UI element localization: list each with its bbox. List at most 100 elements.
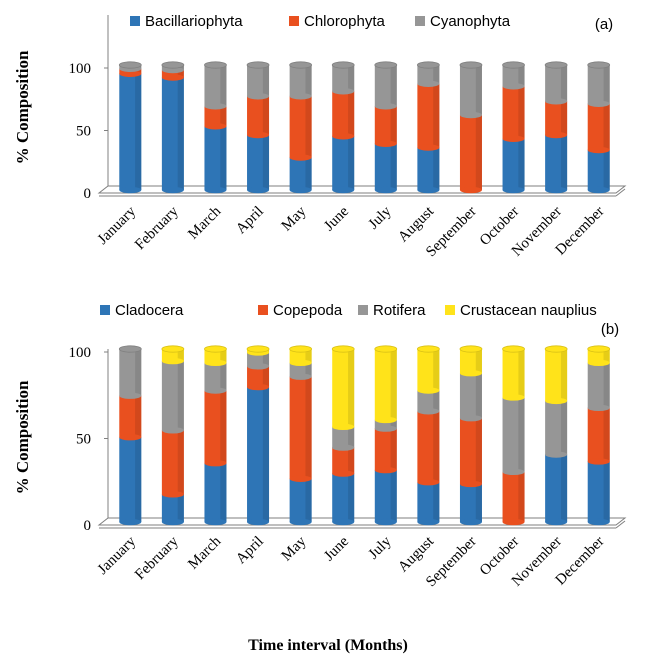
y-tick-label: 100 — [69, 345, 92, 361]
bar-shade — [262, 366, 270, 388]
bar-shade — [603, 65, 610, 104]
bar-segment-cyanophyta — [374, 65, 397, 107]
bar-top-cap — [544, 345, 568, 353]
bar-shade — [433, 83, 440, 148]
bar-top-cap — [246, 345, 270, 353]
bar-segment-cyanophyta — [587, 65, 610, 104]
bar-segment-copepoda — [374, 428, 397, 471]
bar-stack-june — [331, 61, 355, 194]
bar-segment-bacillariophyta — [545, 135, 568, 190]
bar-base-cap — [332, 444, 355, 451]
bar-shade — [305, 478, 312, 522]
bar-shade — [135, 73, 142, 190]
bar-base-cap — [374, 518, 397, 526]
x-tick-label: May — [279, 203, 310, 234]
bar-base-cap — [587, 518, 610, 526]
bar-segment-crustacean-nauplius — [502, 349, 525, 398]
bar-base-cap — [417, 186, 440, 194]
bar-base-cap — [119, 392, 142, 399]
bar-base-cap — [161, 427, 184, 434]
bar-base-cap — [204, 518, 227, 526]
legend-swatch — [445, 305, 455, 315]
bar-stack-may — [289, 61, 313, 194]
panel-tag: (a) — [595, 16, 613, 33]
bar-shade — [603, 362, 610, 408]
bar-segment-cyanophyta — [247, 65, 270, 97]
bar-base-cap — [459, 518, 482, 526]
y-tick-label: 50 — [76, 432, 91, 448]
bar-base-cap — [587, 458, 610, 465]
x-tick-label: July — [366, 203, 395, 232]
bar-shade — [262, 65, 270, 97]
bar-segment-bacillariophyta — [161, 77, 184, 190]
bar-segment-crustacean-nauplius — [204, 349, 227, 363]
bar-top-cap — [459, 61, 483, 69]
bar-base-cap — [332, 186, 355, 194]
legend-swatch — [100, 305, 110, 315]
bar-segment-bacillariophyta — [289, 157, 312, 190]
bar-base-cap — [417, 408, 440, 415]
x-tick-label: June — [321, 203, 352, 234]
bar-shade — [135, 437, 142, 522]
bar-segment-bacillariophyta — [119, 73, 142, 190]
bar-shade — [390, 419, 397, 429]
bar-segment-rotifera — [459, 373, 482, 419]
bar-segment-bacillariophyta — [204, 126, 227, 190]
bar-base-cap — [545, 451, 568, 458]
bar-base-cap — [247, 131, 270, 139]
bar-segment-copepoda — [417, 411, 440, 483]
y-axis-label: % Composition — [13, 50, 32, 164]
bar-stack-may — [289, 345, 313, 526]
bar-base-cap — [459, 186, 482, 194]
bar-top-cap — [459, 345, 483, 353]
bar-base-cap — [161, 491, 184, 498]
bar-shade — [305, 96, 312, 158]
bar-base-cap — [289, 93, 312, 100]
bar-shade — [433, 349, 440, 391]
bar-segment-cladocera — [204, 463, 227, 522]
bar-shade — [305, 376, 312, 479]
bar-base-cap — [161, 74, 184, 81]
bar-segment-chlorophyta — [204, 106, 227, 127]
x-tick-label: August — [395, 533, 438, 576]
bar-segment-rotifera — [545, 400, 568, 455]
bar-top-cap — [544, 61, 568, 69]
bar-segment-chlorophyta — [417, 83, 440, 148]
bar-segment-cyanophyta — [332, 65, 355, 92]
bar-shade — [348, 349, 355, 427]
bar-segment-chlorophyta — [161, 70, 184, 78]
bar-segment-rotifera — [374, 419, 397, 429]
bar-segment-copepoda — [204, 390, 227, 464]
bar-segment-rotifera — [332, 426, 355, 448]
bar-segment-bacillariophyta — [502, 138, 525, 190]
bar-base-cap — [332, 470, 355, 477]
bar-top-cap — [374, 61, 398, 69]
bar-shade — [220, 126, 227, 190]
bar-segment-bacillariophyta — [587, 150, 610, 190]
bar-base-cap — [587, 100, 610, 107]
bar-shade — [177, 494, 184, 522]
bar-segment-crustacean-nauplius — [374, 349, 397, 420]
bar-shade — [603, 349, 610, 363]
x-tick-label: March — [185, 203, 224, 242]
bar-segment-chlorophyta — [247, 96, 270, 135]
bar-stack-october — [502, 61, 525, 194]
y-tick-label: 0 — [84, 518, 92, 534]
bar-shade — [560, 349, 568, 401]
bar-segment-cladocera — [587, 461, 610, 522]
panel-tag: (b) — [601, 321, 619, 338]
bar-shade — [305, 65, 312, 97]
bar-stack-november — [544, 61, 568, 194]
bar-segment-cyanophyta — [459, 65, 482, 115]
bar-segment-cladocera — [417, 482, 440, 522]
bar-segment-rotifera — [204, 362, 227, 391]
bar-shade — [433, 65, 440, 84]
bar-segment-rotifera — [587, 362, 610, 408]
bar-base-cap — [161, 518, 184, 526]
y-tick-label: 0 — [84, 186, 92, 202]
legend-swatch — [258, 305, 268, 315]
legend-swatch — [130, 16, 140, 26]
bar-segment-crustacean-nauplius — [289, 349, 312, 363]
